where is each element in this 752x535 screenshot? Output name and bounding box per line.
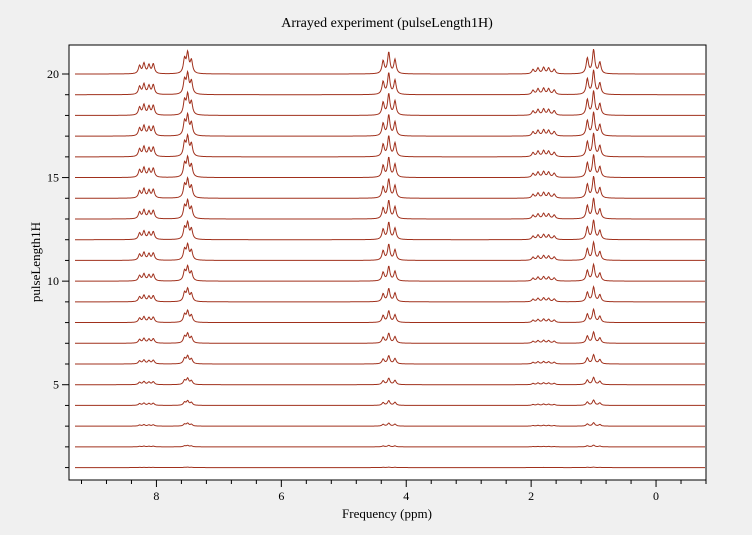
y-axis: 5 10 15 20 <box>47 67 69 469</box>
y-tick-label: 15 <box>47 171 59 185</box>
spectrum-trace <box>75 219 705 241</box>
spectrum-trace <box>75 262 705 282</box>
spectrum-trace <box>75 240 705 261</box>
y-tick-label: 10 <box>47 274 59 288</box>
spectrum-trace <box>75 376 705 386</box>
y-axis-label: pulseLength1H <box>28 222 43 302</box>
chart-title: Arrayed experiment (pulseLength1H) <box>281 16 493 31</box>
spectrum-traces <box>75 48 705 469</box>
x-tick-label: 2 <box>528 489 534 503</box>
spectrum-trace <box>75 111 705 137</box>
spectrum-trace <box>75 285 705 303</box>
plot-frame <box>68 44 707 481</box>
spectrum-trace <box>75 330 705 344</box>
spectrum-trace <box>75 307 705 324</box>
spectrum-trace <box>75 353 705 365</box>
spectrum-trace <box>75 69 705 96</box>
x-tick-label: 8 <box>153 489 159 503</box>
x-tick-label: 6 <box>278 489 284 503</box>
spectrum-trace <box>75 444 705 448</box>
x-axis: 8 6 4 2 0 <box>80 480 707 503</box>
spectrum-trace <box>75 154 705 179</box>
spectrum-trace <box>75 197 705 220</box>
spectrum-trace <box>75 90 705 116</box>
y-tick-label: 20 <box>47 67 59 81</box>
spectrum-trace <box>75 466 705 469</box>
spectrum-trace <box>75 175 705 199</box>
spectrum-trace <box>75 132 705 158</box>
spectrum-trace <box>75 399 705 406</box>
spectrum-trace <box>75 422 705 427</box>
spectrum-trace <box>75 48 705 75</box>
y-tick-label: 5 <box>53 378 59 392</box>
x-tick-label: 4 <box>403 489 409 503</box>
x-tick-label: 0 <box>653 489 659 503</box>
x-axis-label: Frequency (ppm) <box>342 506 432 521</box>
